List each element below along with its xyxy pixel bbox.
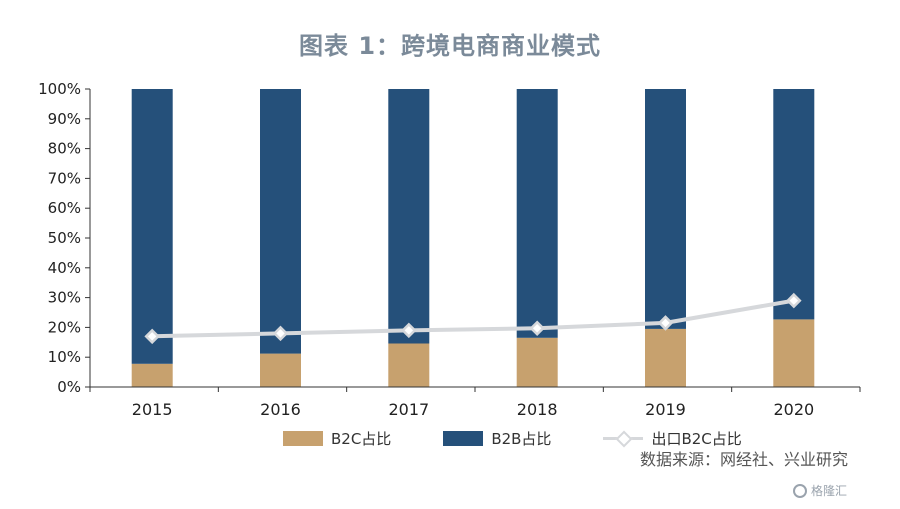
point-export-b2c-2019 — [657, 315, 674, 331]
y-tick-label: 70% — [48, 169, 81, 187]
x-tick-label-2020: 2020 — [773, 400, 814, 419]
x-tick-label-2017: 2017 — [388, 400, 429, 419]
point-export-b2c-2020 — [786, 292, 802, 309]
bar-b2b-2020 — [773, 89, 815, 320]
y-tick-label: 10% — [48, 348, 81, 366]
bar-b2c-2015 — [131, 363, 173, 387]
legend-item-b2b: B2B占比 — [443, 428, 551, 449]
bar-b2b-2019 — [645, 89, 686, 329]
bar-b2c-2017 — [388, 343, 430, 387]
y-tick-label: 100% — [38, 80, 81, 98]
legend-label-b2b: B2B占比 — [491, 429, 552, 448]
bar-b2b-2015 — [131, 89, 173, 364]
watermark: 格隆汇 — [793, 482, 847, 499]
y-tick-label: 20% — [48, 318, 81, 336]
y-tick-label: 40% — [48, 259, 81, 277]
point-export-b2c-2018 — [529, 320, 545, 337]
watermark-logo-icon — [793, 483, 807, 498]
bar-b2c-2020 — [773, 319, 815, 387]
bar-b2b-2017 — [388, 89, 430, 344]
y-tick-label: 60% — [48, 199, 81, 217]
legend-swatch-b2c — [283, 430, 323, 446]
legend-label-export-b2c: 出口B2C占比 — [651, 429, 742, 448]
y-tick-label: 80% — [48, 140, 81, 158]
legend: B2C占比 B2B占比 出口B2C占比 — [283, 426, 794, 450]
y-tick-label: 30% — [48, 289, 81, 307]
bar-b2b-2018 — [516, 89, 558, 338]
x-tick-label-2019: 2019 — [645, 400, 686, 419]
bar-b2c-2016 — [260, 353, 301, 387]
x-tick-label-2015: 2015 — [132, 400, 173, 419]
legend-swatch-export-b2c — [603, 431, 644, 446]
bar-b2b-2016 — [260, 89, 301, 354]
x-tick-label-2016: 2016 — [260, 400, 301, 419]
watermark-text: 格隆汇 — [811, 484, 848, 498]
legend-item-b2c: B2C占比 — [283, 428, 391, 449]
x-tick-label-2018: 2018 — [517, 400, 558, 419]
legend-item-export-b2c: 出口B2C占比 — [603, 428, 742, 449]
line-export-b2c — [152, 298, 795, 339]
bar-b2c-2019 — [645, 328, 686, 387]
point-export-b2c-2015 — [144, 328, 160, 345]
point-export-b2c-2017 — [401, 322, 417, 339]
source-note: 数据来源：网经社、兴业研究 — [640, 450, 849, 469]
y-tick-label: 0% — [57, 378, 81, 396]
y-tick-label: 90% — [48, 110, 81, 128]
legend-label-b2c: B2C占比 — [331, 429, 392, 448]
y-tick-label: 50% — [48, 229, 81, 247]
point-export-b2c-2016 — [272, 325, 289, 342]
legend-swatch-b2b — [443, 430, 484, 446]
bar-b2c-2018 — [516, 337, 558, 387]
chart-title: 图表 1：跨境电商商业模式 — [298, 32, 602, 60]
